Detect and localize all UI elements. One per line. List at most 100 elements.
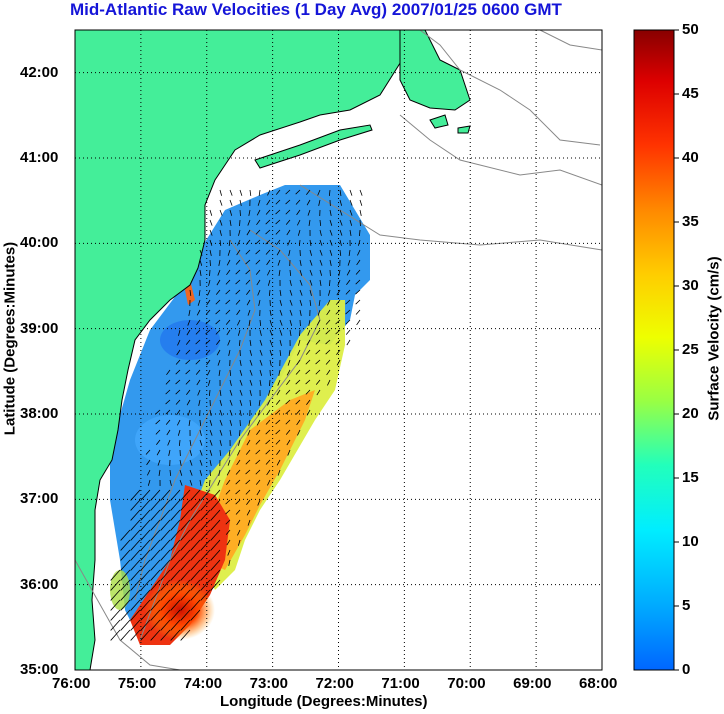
velocity-vector [286, 439, 291, 446]
velocity-vector [235, 289, 241, 295]
velocity-vector [170, 569, 181, 581]
velocity-vector [325, 339, 331, 345]
velocity-vector [299, 299, 303, 306]
velocity-vector [335, 309, 341, 315]
velocity-vector [275, 419, 281, 425]
velocity-vector [176, 409, 181, 416]
velocity-vector [200, 579, 211, 591]
lat-lon-grid [75, 30, 602, 670]
velocity-vector [329, 209, 332, 216]
velocity-vector [219, 239, 222, 246]
velocity-vector [306, 189, 311, 195]
x-tick-label: 71:00 [381, 675, 420, 692]
velocity-vector [225, 299, 231, 305]
velocity-vector [259, 339, 263, 346]
velocity-vector [245, 459, 251, 465]
velocity-vector [150, 549, 161, 561]
x-tick-label: 74:00 [183, 675, 223, 692]
velocity-vector [187, 409, 191, 416]
velocity-vector [269, 329, 273, 336]
velocity-vector [209, 429, 213, 436]
velocity-vector [228, 349, 231, 356]
velocity-vector [317, 309, 321, 316]
velocity-vector [170, 559, 181, 571]
velocity-vector [349, 219, 353, 226]
velocity-vector [210, 529, 221, 541]
velocity-vector [175, 369, 181, 375]
velocity-vector [130, 539, 141, 551]
velocity-vector [315, 369, 321, 375]
velocity-vector [150, 529, 161, 541]
velocity-vector [345, 299, 351, 305]
velocity-vector [210, 569, 221, 581]
velocity-vector [289, 269, 292, 277]
velocity-vector [198, 399, 201, 406]
velocity-vector [160, 609, 171, 621]
velocity-vector [339, 229, 343, 236]
velocity-vector [297, 349, 301, 356]
velocity-vector [308, 319, 311, 326]
velocity-vector [267, 399, 271, 406]
velocity-vector [339, 189, 342, 196]
velocity-vector [288, 349, 291, 356]
velocity-vector [245, 239, 251, 245]
velocity-vector [286, 379, 291, 386]
velocity-vector [190, 489, 201, 501]
velocity-vector [287, 359, 291, 366]
velocity-vector [180, 539, 191, 551]
velocity-vector [208, 279, 211, 286]
velocity-vector [305, 349, 311, 355]
colorbar-ticks [674, 29, 679, 671]
velocity-vector [335, 329, 341, 335]
velocity-vector [160, 559, 171, 571]
velocity-vector [275, 209, 281, 215]
velocity-vector [255, 479, 261, 485]
velocity-vector [269, 319, 273, 326]
velocity-vector [176, 419, 181, 426]
colorbar-tick-label: 25 [682, 341, 699, 358]
velocity-vector [355, 279, 361, 285]
velocity-vector [188, 309, 191, 316]
colorbar-tick-label: 40 [682, 149, 699, 166]
velocity-vector [189, 289, 192, 296]
velocity-vector [219, 449, 222, 457]
velocity-vector [279, 349, 282, 357]
velocity-vector [226, 269, 231, 276]
velocity-vector [150, 509, 161, 521]
velocity-vector [160, 529, 171, 541]
velocity-vector [247, 519, 251, 526]
x-tick-label: 69:00 [513, 675, 552, 692]
velocity-vector [265, 229, 271, 235]
velocity-vector [229, 379, 232, 386]
velocity-vector [276, 249, 281, 256]
velocity-vector [197, 299, 201, 306]
velocity-vector [299, 259, 302, 266]
velocity-vector [246, 439, 251, 446]
velocity-vector [315, 359, 321, 365]
velocity-vector [210, 539, 221, 551]
colorbar-tick-label: 30 [682, 277, 699, 294]
velocity-vector [249, 389, 252, 396]
velocity-vector [359, 229, 361, 237]
velocity-vector [150, 609, 161, 621]
velocity-vector [150, 619, 161, 631]
velocity-vector [218, 259, 221, 266]
velocity-vector [276, 239, 281, 245]
velocity-vector [140, 499, 151, 511]
velocity-vector [215, 329, 221, 335]
velocity-vector [165, 389, 171, 395]
velocity-vector [275, 439, 281, 445]
velocity-vector [255, 259, 261, 265]
velocity-vector [305, 359, 311, 365]
velocity-vector [160, 619, 171, 631]
velocity-vector [225, 319, 231, 325]
velocity-vector [238, 439, 241, 446]
velocity-vector [329, 219, 333, 226]
velocity-vector [328, 189, 331, 197]
velocity-vector [309, 249, 313, 256]
velocity-vector [266, 469, 271, 476]
velocity-vector [239, 359, 242, 366]
colorbar-tick-label: 20 [682, 405, 699, 422]
velocity-vector [339, 219, 343, 226]
velocity-vector [239, 199, 242, 206]
